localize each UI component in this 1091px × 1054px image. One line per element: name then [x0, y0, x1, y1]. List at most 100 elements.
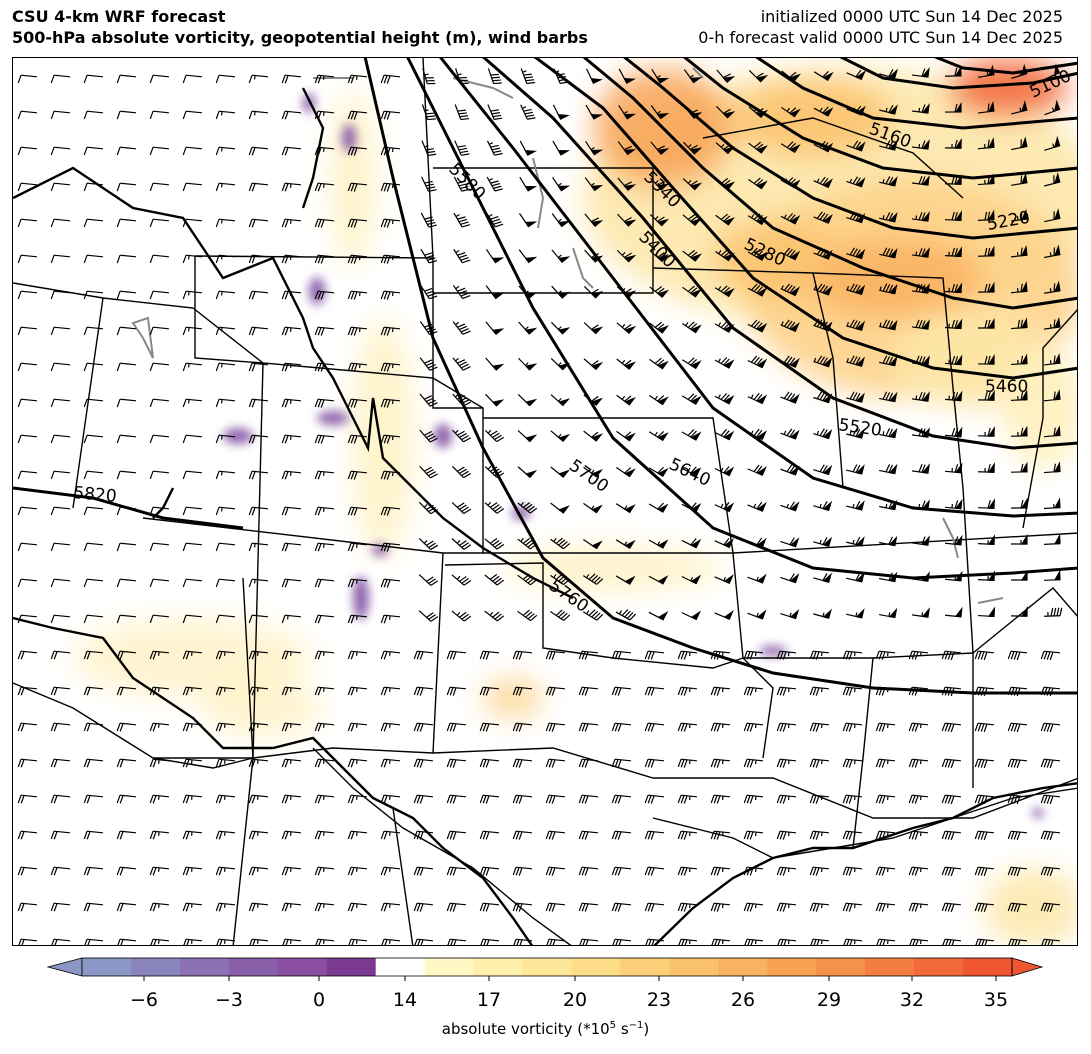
wind-barb: [17, 182, 38, 192]
wind-barb: [512, 902, 533, 912]
wind-barb: [17, 362, 38, 372]
wind-barb: [182, 254, 203, 264]
wind-barb: [517, 466, 538, 479]
wind-barb: [813, 536, 833, 547]
wind-barb: [579, 938, 599, 945]
wind-barb: [453, 248, 471, 264]
colorbar-cell: [473, 958, 524, 976]
wind-barb: [479, 794, 500, 804]
wind-barb: [50, 182, 71, 192]
wind-barb: [182, 506, 203, 516]
wind-barb: [314, 506, 335, 516]
wind-barb: [314, 290, 335, 300]
wind-barb: [879, 571, 898, 583]
wind-barb: [149, 434, 170, 444]
wind-barb: [215, 722, 236, 732]
wind-barb: [149, 470, 170, 480]
wind-barb: [116, 326, 137, 336]
wind-barb: [875, 650, 896, 660]
wind-barb: [809, 650, 830, 660]
wind-barb: [17, 902, 38, 912]
wind-barb: [813, 140, 834, 153]
wind-barb: [380, 362, 401, 372]
wind-barb: [974, 902, 995, 913]
wind-barb: [182, 614, 203, 624]
wind-barb: [347, 218, 368, 228]
wind-barb: [711, 938, 731, 945]
wind-barb: [879, 140, 898, 151]
wind-barb: [1007, 722, 1028, 733]
wind-barb: [248, 650, 269, 660]
wind-barb: [941, 722, 962, 733]
wind-barb: [941, 758, 962, 769]
wind-barb: [944, 534, 963, 546]
wind-barb: [182, 182, 203, 192]
wind-barb: [776, 758, 797, 768]
colorbar-tick-label: 35: [984, 989, 1008, 1011]
wind-barb: [215, 110, 236, 120]
wind-barb: [1010, 317, 1028, 330]
wind-barb: [1007, 758, 1028, 769]
wind-barb: [183, 938, 203, 945]
wind-barb: [50, 326, 71, 336]
wind-barb: [578, 686, 599, 696]
wind-barb: [314, 398, 335, 408]
wind-barb: [83, 830, 104, 840]
wind-barb: [1044, 208, 1061, 223]
wind-barb: [83, 902, 104, 912]
wind-barb: [281, 398, 302, 408]
contour-5220: [839, 58, 1077, 90]
wind-barb: [446, 830, 467, 840]
wind-barb: [813, 283, 833, 296]
wind-barb: [780, 501, 800, 512]
wind-barb: [644, 650, 665, 660]
wind-barb: [578, 650, 599, 660]
wind-barb: [215, 470, 236, 480]
wind-barb: [585, 104, 604, 120]
wind-barb: [83, 110, 104, 120]
wind-barb: [944, 570, 963, 582]
wind-barb: [846, 391, 865, 403]
wind-barb: [50, 650, 71, 660]
wind-barb: [281, 686, 302, 696]
wind-barb: [978, 64, 995, 78]
wind-barb: [681, 538, 702, 549]
wind-barb: [747, 319, 768, 333]
wind-barb: [681, 502, 702, 513]
wind-barb: [347, 254, 368, 264]
wind-barb: [813, 70, 834, 82]
wind-barb: [420, 284, 438, 300]
wind-barb: [116, 902, 137, 912]
wind-barb: [149, 146, 170, 156]
wind-barb: [452, 393, 471, 407]
height-contours: [13, 58, 1077, 695]
wind-barb: [710, 830, 731, 840]
wind-barb: [644, 722, 665, 732]
wind-barb: [677, 758, 698, 768]
wind-barb: [17, 110, 38, 120]
wind-barb: [846, 140, 866, 152]
wind-barb: [810, 938, 830, 945]
wind-barb: [911, 535, 930, 546]
colorbar-extend-low: [46, 957, 83, 977]
wind-barb: [51, 938, 71, 945]
colorbar-cell: [816, 958, 866, 976]
wind-barb: [586, 68, 603, 85]
wind-barb: [743, 866, 764, 876]
wind-barb: [715, 249, 735, 262]
map-panel[interactable]: 5100 5160 5220 5280 5340 5400 5460 5520 …: [12, 57, 1078, 946]
wind-barb: [215, 578, 236, 588]
wind-barb: [347, 578, 368, 588]
wind-barb: [649, 321, 669, 334]
wind-barb: [552, 104, 570, 120]
wind-barb: [347, 182, 368, 192]
wind-barb: [413, 902, 434, 912]
wind-barb: [616, 249, 637, 263]
wind-barb: [977, 137, 995, 150]
wind-barb: [116, 254, 137, 264]
wind-barb: [281, 434, 302, 444]
wind-barb: [1011, 63, 1028, 79]
wind-barb: [149, 362, 170, 372]
wind-barb: [908, 866, 929, 876]
wind-barb: [809, 902, 830, 912]
